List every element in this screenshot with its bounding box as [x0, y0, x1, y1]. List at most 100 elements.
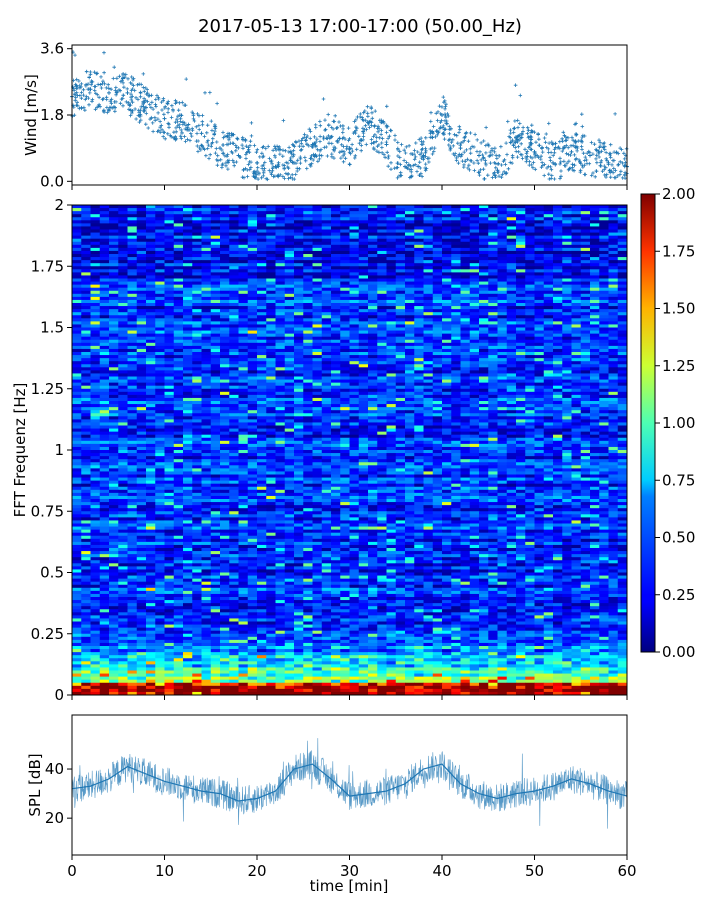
- spectrogram-cell: [377, 220, 387, 224]
- spectrogram-cell: [238, 250, 249, 255]
- spectrogram-cell: [571, 254, 582, 258]
- spectrogram-cell: [358, 205, 369, 209]
- spectrogram-cell: [525, 364, 535, 368]
- spectrogram-cell: [321, 318, 332, 322]
- spectrogram-cell: [590, 296, 600, 301]
- spectrogram-cell: [99, 404, 110, 408]
- spectrogram-cell: [442, 348, 452, 353]
- spectrogram-cell: [488, 205, 498, 209]
- spectrogram-cell: [358, 306, 369, 310]
- spectrogram-cell: [562, 284, 572, 289]
- spectrogram-cell: [247, 358, 258, 362]
- spectrogram-cell: [109, 250, 119, 255]
- spectrogram-cell: [562, 407, 572, 411]
- spectrogram-cell: [331, 254, 341, 258]
- spectrogram-cell: [617, 382, 628, 387]
- spectrogram-cell: [146, 428, 156, 433]
- spectrogram-cell: [247, 376, 258, 380]
- spectrogram-cell: [257, 290, 267, 295]
- spectrogram-cell: [460, 388, 471, 393]
- spectrogram-cell: [266, 296, 276, 301]
- spectrogram-cell: [460, 214, 471, 218]
- spectrogram-cell: [303, 450, 313, 454]
- spectrogram-cell: [303, 407, 313, 411]
- spectrogram-cell: [460, 235, 471, 240]
- spectrogram-cell: [294, 397, 304, 402]
- spectrogram-cell: [238, 394, 249, 399]
- spectrogram-cell: [368, 440, 378, 445]
- spectrogram-cell: [146, 229, 156, 233]
- spectrogram-cell: [164, 318, 175, 322]
- spectrogram-cell: [109, 437, 119, 442]
- spectrogram-cell: [118, 290, 128, 295]
- spectrogram-cell: [275, 211, 286, 215]
- spectrogram-cell: [479, 453, 489, 457]
- spectrogram-cell: [506, 266, 517, 270]
- spectrogram-cell: [442, 266, 452, 270]
- spectrogram-cell: [506, 214, 517, 218]
- spectrogram-cell: [312, 385, 323, 390]
- spectrogram-cell: [571, 318, 582, 322]
- spectrogram-cell: [155, 376, 165, 380]
- spectrogram-cell: [321, 428, 332, 433]
- spectrogram-cell: [183, 235, 193, 240]
- spectrogram-cell: [358, 324, 369, 328]
- spectrogram-cell: [257, 315, 267, 319]
- spectrogram-cell: [164, 425, 175, 429]
- spectrogram-cell: [534, 293, 545, 298]
- spectrogram-cell: [590, 318, 600, 322]
- spectrogram-cell: [127, 348, 138, 353]
- spectrogram-cell: [506, 269, 517, 273]
- spectrogram-cell: [146, 220, 156, 224]
- spectrogram-cell: [238, 342, 249, 347]
- spectrogram-cell: [303, 281, 313, 286]
- spectrogram-cell: [460, 278, 471, 282]
- spectrogram-cell: [164, 217, 175, 221]
- spectrogram-cell: [395, 217, 406, 221]
- spectrogram-cell: [516, 345, 526, 350]
- spectrogram-cell: [331, 339, 341, 344]
- spectrogram-cell: [442, 318, 452, 322]
- spectrogram-cell: [99, 250, 110, 255]
- spectrogram-cell: [534, 401, 545, 405]
- spectrogram-cell: [275, 324, 286, 328]
- spectrogram-cell: [136, 352, 147, 356]
- spectrogram-cell: [155, 226, 165, 230]
- spectrogram-cell: [534, 446, 545, 451]
- spectrogram-cell: [349, 355, 360, 359]
- spectrogram-cell: [414, 434, 424, 439]
- spectrogram-cell: [506, 312, 517, 316]
- spectrogram-cell: [164, 296, 175, 301]
- spectrogram-cell: [506, 391, 517, 396]
- spectrogram-cell: [479, 401, 489, 405]
- spectrogram-cell: [358, 394, 369, 399]
- spectrogram-cell: [294, 281, 304, 286]
- spectrogram-cell: [580, 247, 591, 252]
- spectrogram-cell: [460, 358, 471, 362]
- spectrogram-cell: [90, 416, 101, 420]
- spectrogram-cell: [423, 401, 434, 405]
- spectrogram-cell: [617, 217, 628, 221]
- spectrogram-cell: [395, 321, 406, 325]
- spectrogram-cell: [525, 232, 535, 237]
- spectrogram-cell: [72, 431, 82, 436]
- spectrogram-cell: [257, 214, 267, 218]
- spectrogram-cell: [534, 361, 545, 365]
- spectrogram-cell: [368, 241, 378, 246]
- spectrogram-cell: [127, 440, 138, 445]
- spectrogram-cell: [405, 391, 415, 396]
- spectrogram-cell: [460, 241, 471, 246]
- spectrogram-cell: [386, 379, 397, 384]
- spectrogram-cell: [516, 223, 526, 227]
- spectrogram-cell: [479, 355, 489, 359]
- spectrogram-cell: [580, 269, 591, 273]
- spectrogram-cell: [534, 394, 545, 399]
- spectrogram-cell: [118, 263, 128, 267]
- spectrogram-cell: [109, 223, 119, 227]
- spectrogram-cell: [183, 404, 193, 408]
- spectrogram-cell: [201, 339, 212, 344]
- spectrogram-cell: [72, 223, 82, 227]
- spectrogram-cell: [183, 453, 193, 457]
- spectrogram-cell: [580, 416, 591, 420]
- spectrogram-cell: [72, 355, 82, 359]
